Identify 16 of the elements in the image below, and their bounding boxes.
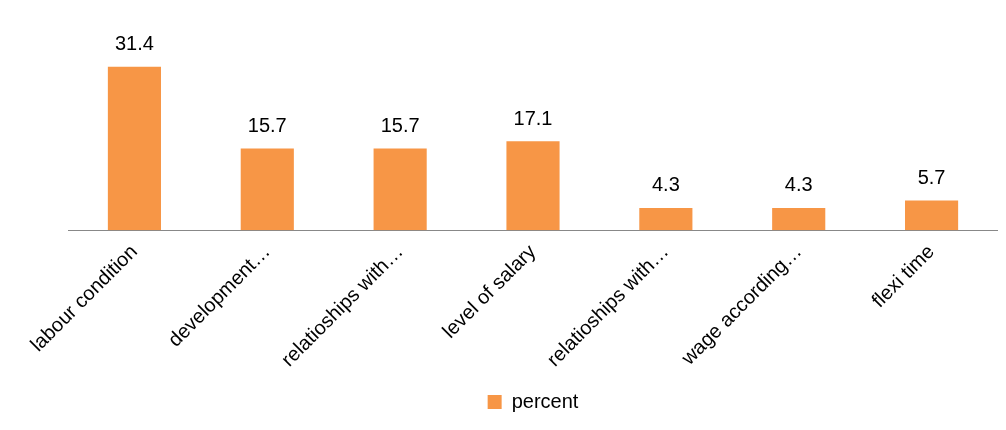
data-label: 15.7: [380, 114, 420, 137]
x-tick-label: flexi time: [866, 239, 939, 312]
legend-label: percent: [511, 389, 579, 412]
bar: [107, 66, 161, 231]
bar: [905, 200, 959, 231]
data-label: 31.4: [114, 32, 154, 55]
bar: [506, 141, 560, 231]
data-label: 5.7: [917, 166, 946, 189]
bar: [373, 148, 427, 231]
bar: [772, 207, 826, 231]
data-label: 4.3: [651, 173, 680, 196]
bar: [240, 148, 294, 231]
bar: [639, 207, 693, 231]
data-label: 17.1: [513, 106, 553, 129]
data-label: 4.3: [784, 173, 813, 196]
data-label: 15.7: [247, 114, 287, 137]
